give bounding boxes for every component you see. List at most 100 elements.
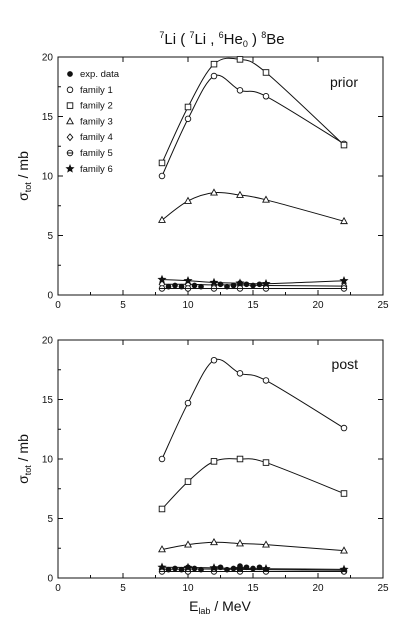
series-layer (157, 356, 349, 575)
axes-ticks: 0 5 10 15 20 25 0 5 10 15 20 (42, 336, 389, 595)
y-tick-label: 15 (42, 112, 54, 123)
data-point-family-2 (340, 141, 348, 149)
data-point-family-6 (235, 563, 245, 573)
data-point-family-2 (210, 458, 218, 465)
data-point-family-3 (184, 540, 192, 548)
data-point-family-6 (209, 563, 219, 572)
data-point-family-2 (158, 505, 166, 513)
x-tick-label: 20 (312, 300, 324, 311)
legend-label: family 3 (80, 116, 113, 127)
data-point-family-6 (183, 562, 193, 572)
title-sup-2: 7 (189, 30, 194, 40)
panel-label-prior: prior (330, 74, 358, 90)
series-family-2 (158, 455, 348, 513)
series-family-2 (158, 56, 348, 167)
y-axis-label: σtot / mb (15, 151, 33, 201)
legend-marker (66, 133, 74, 142)
x-tick-label: 10 (182, 583, 194, 594)
series-line-family-1 (161, 74, 345, 177)
data-point-family-3 (184, 196, 192, 204)
data-point-family-6 (339, 564, 349, 574)
x-tick-label: 5 (120, 583, 126, 594)
title-part-4: ) (248, 31, 261, 48)
data-point-exp-data (191, 282, 198, 289)
data-point-family-1 (184, 399, 192, 407)
data-point-family-1 (236, 370, 244, 377)
title-sup-3: 6 (219, 30, 224, 40)
series-family-3 (158, 537, 348, 554)
x-tick-label: 5 (120, 300, 126, 311)
y-label-sub: tot (23, 465, 33, 476)
title-part-2: Li , (194, 31, 218, 48)
data-point-family-1 (262, 377, 270, 384)
data-point-family-1 (210, 356, 218, 364)
series-family-6 (157, 562, 349, 574)
data-point-family-2 (262, 459, 270, 466)
x-tick-label: 20 (312, 583, 324, 594)
data-point-family-2 (340, 490, 348, 497)
title-sup-1: 7 (159, 30, 164, 40)
data-point-exp-data (230, 282, 237, 289)
legend-marker (65, 164, 75, 173)
series-family-1 (158, 356, 348, 463)
data-point-family-3 (158, 215, 166, 223)
series-line-family-3 (161, 191, 345, 222)
title-sup-4: 8 (261, 30, 266, 40)
y-tick-label: 10 (42, 172, 54, 183)
data-point-family-2 (184, 478, 192, 485)
data-point-family-1 (158, 455, 166, 463)
data-point-family-6 (261, 278, 271, 288)
data-point-family-3 (262, 195, 270, 203)
y-tick-label: 0 (47, 291, 53, 302)
data-point-exp-data (191, 565, 198, 572)
legend-marker (66, 86, 74, 94)
title-sub-3: 0 (243, 39, 248, 49)
legend-marker (66, 149, 74, 157)
legend-marker (66, 117, 74, 125)
data-point-family-6 (157, 274, 167, 284)
x-tick-label: 10 (182, 300, 194, 311)
y-label-sub: tot (23, 182, 33, 193)
x-tick-label: 0 (55, 300, 61, 311)
panel-prior: 0 5 10 15 20 25 0 5 10 15 20 prior σtot / mb exp. … (15, 53, 389, 312)
data-point-family-1 (262, 93, 270, 100)
series-layer (157, 56, 349, 292)
data-point-family-6 (183, 275, 193, 285)
series-line-family-2 (161, 57, 345, 164)
legend-marker (67, 71, 73, 77)
x-label-rest: / MeV (210, 598, 251, 614)
legend-label: family 6 (80, 164, 113, 175)
data-point-family-5 (158, 285, 166, 292)
data-point-family-3 (340, 546, 348, 554)
legend-label: family 1 (80, 85, 113, 96)
data-point-family-3 (158, 545, 166, 553)
x-tick-label: 15 (247, 300, 259, 311)
data-point-exp-data (172, 565, 178, 572)
x-tick-label: 15 (247, 583, 259, 594)
data-point-family-5 (236, 285, 244, 292)
data-point-family-1 (340, 424, 348, 432)
data-point-family-2 (210, 60, 218, 68)
x-axis-label: Elab / MeV (189, 598, 251, 616)
axes-ticks: 0 5 10 15 20 25 0 5 10 15 20 (42, 53, 389, 312)
y-tick-label: 20 (42, 336, 54, 347)
y-tick-label: 5 (47, 231, 53, 242)
y-label-main: σ (15, 475, 31, 484)
data-point-family-2 (262, 69, 270, 76)
y-tick-label: 5 (47, 514, 53, 525)
data-point-family-6 (261, 563, 271, 573)
data-point-family-1 (236, 87, 244, 94)
data-point-exp-data (243, 281, 250, 288)
data-point-family-6 (339, 275, 349, 285)
x-tick-label: 25 (377, 583, 389, 594)
data-point-family-3 (210, 188, 218, 196)
data-point-family-2 (236, 56, 244, 63)
data-point-family-1 (158, 172, 166, 180)
data-point-family-5 (184, 285, 192, 292)
data-point-family-6 (209, 277, 219, 287)
y-label-rest: / mb (15, 151, 31, 182)
data-point-family-6 (157, 562, 167, 572)
x-label-sub: lab (198, 606, 210, 616)
data-point-family-2 (158, 159, 166, 167)
